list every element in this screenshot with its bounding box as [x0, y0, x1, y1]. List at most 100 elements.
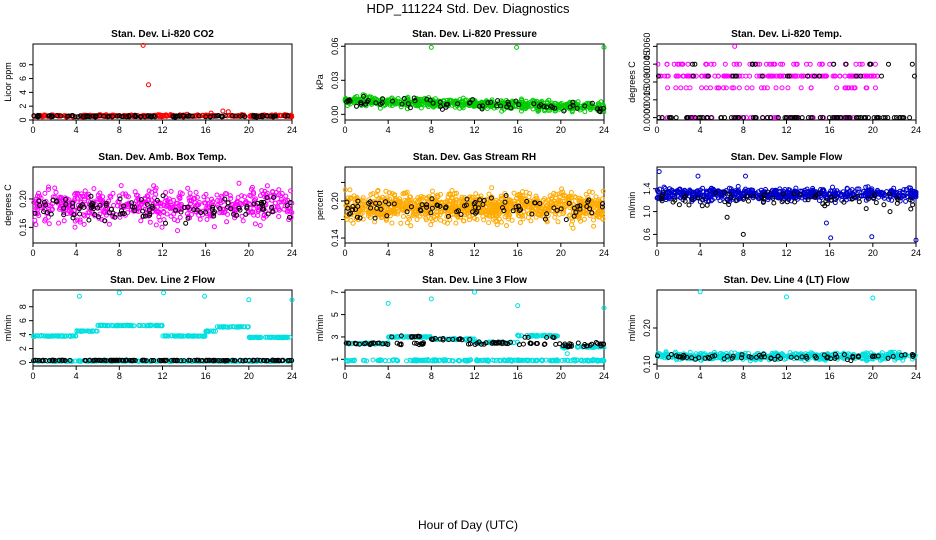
data-point: [185, 113, 191, 119]
data-point: [524, 198, 530, 204]
data-point: [873, 200, 879, 206]
data-point: [459, 99, 464, 105]
data-point: [571, 205, 577, 211]
data-point: [264, 195, 270, 201]
data-point: [856, 115, 862, 121]
data-point: [480, 202, 486, 207]
data-point: [828, 235, 834, 241]
data-point: [217, 206, 223, 211]
data-point: [288, 188, 294, 194]
data-point: [61, 113, 67, 119]
data-point: [517, 193, 523, 199]
data-point: [713, 190, 719, 196]
data-point: [251, 191, 257, 197]
data-point: [690, 115, 696, 121]
data-point: [863, 206, 869, 212]
data-point: [39, 333, 45, 338]
data-point: [400, 191, 406, 197]
data-point: [384, 97, 390, 103]
data-point: [591, 217, 596, 223]
x-tick-label: 4: [386, 125, 391, 135]
data-point: [375, 188, 381, 193]
data-point: [270, 209, 276, 215]
data-point: [48, 211, 54, 217]
data-point: [826, 115, 832, 121]
data-point: [220, 113, 226, 119]
data-point: [284, 209, 290, 215]
data-point: [378, 215, 384, 221]
data-point: [76, 358, 82, 364]
data-point: [568, 195, 574, 201]
data-point: [239, 193, 245, 199]
data-point: [361, 93, 366, 99]
data-point: [83, 114, 89, 120]
data-point: [365, 97, 371, 103]
data-point: [185, 185, 191, 191]
data-point: [704, 115, 710, 121]
data-point: [563, 217, 569, 223]
data-point: [733, 198, 739, 204]
data-point: [700, 197, 706, 203]
y-tick-label: 1: [330, 357, 340, 362]
data-point: [408, 223, 414, 229]
data-point: [758, 85, 764, 91]
data-point: [812, 73, 818, 79]
data-point: [92, 357, 98, 363]
data-point: [734, 73, 740, 79]
y-tick-label: 0: [18, 117, 28, 122]
y-tick-label: 1.0: [642, 205, 652, 218]
data-point: [118, 183, 124, 189]
data-point: [777, 186, 783, 192]
data-point: [808, 85, 814, 91]
data-point: [875, 115, 881, 121]
data-point: [775, 192, 781, 198]
data-point: [435, 213, 440, 219]
data-point: [211, 213, 217, 219]
data-point: [554, 207, 560, 213]
data-point: [282, 113, 288, 119]
data-point: [600, 216, 606, 222]
data-point: [699, 73, 705, 79]
data-point: [699, 203, 705, 209]
data-point: [731, 85, 737, 91]
data-point: [271, 192, 277, 198]
data-point: [708, 61, 714, 67]
x-tick-label: 4: [386, 248, 391, 258]
data-point: [431, 199, 437, 205]
data-point: [45, 333, 51, 339]
data-point: [202, 293, 208, 299]
data-point: [56, 220, 62, 226]
data-point: [112, 214, 118, 220]
data-point: [230, 113, 235, 119]
x-tick-label: 0: [30, 248, 35, 258]
x-tick-label: 8: [117, 248, 122, 258]
data-point: [597, 106, 603, 112]
data-point: [110, 190, 116, 196]
data-point: [570, 99, 576, 105]
data-point: [658, 73, 664, 79]
data-point: [681, 73, 687, 79]
data-point: [901, 187, 907, 193]
y-tick-label: 0.0060: [642, 33, 652, 61]
x-tick-label: 0: [342, 125, 347, 135]
data-point: [105, 114, 111, 120]
data-point: [721, 85, 726, 91]
series-current: [344, 193, 605, 223]
data-point: [673, 85, 679, 91]
data-point: [232, 201, 238, 206]
data-point: [46, 184, 51, 190]
data-point: [257, 357, 263, 363]
data-point: [390, 98, 395, 104]
data-point: [359, 197, 365, 203]
data-point: [722, 199, 728, 205]
data-point: [379, 100, 385, 106]
data-point: [460, 105, 466, 111]
data-point: [586, 197, 592, 203]
data-point: [349, 210, 355, 216]
data-point: [34, 193, 40, 199]
data-point: [685, 115, 691, 121]
data-point: [120, 210, 125, 216]
data-point: [87, 210, 92, 215]
data-point: [187, 190, 193, 196]
data-point: [344, 199, 350, 205]
